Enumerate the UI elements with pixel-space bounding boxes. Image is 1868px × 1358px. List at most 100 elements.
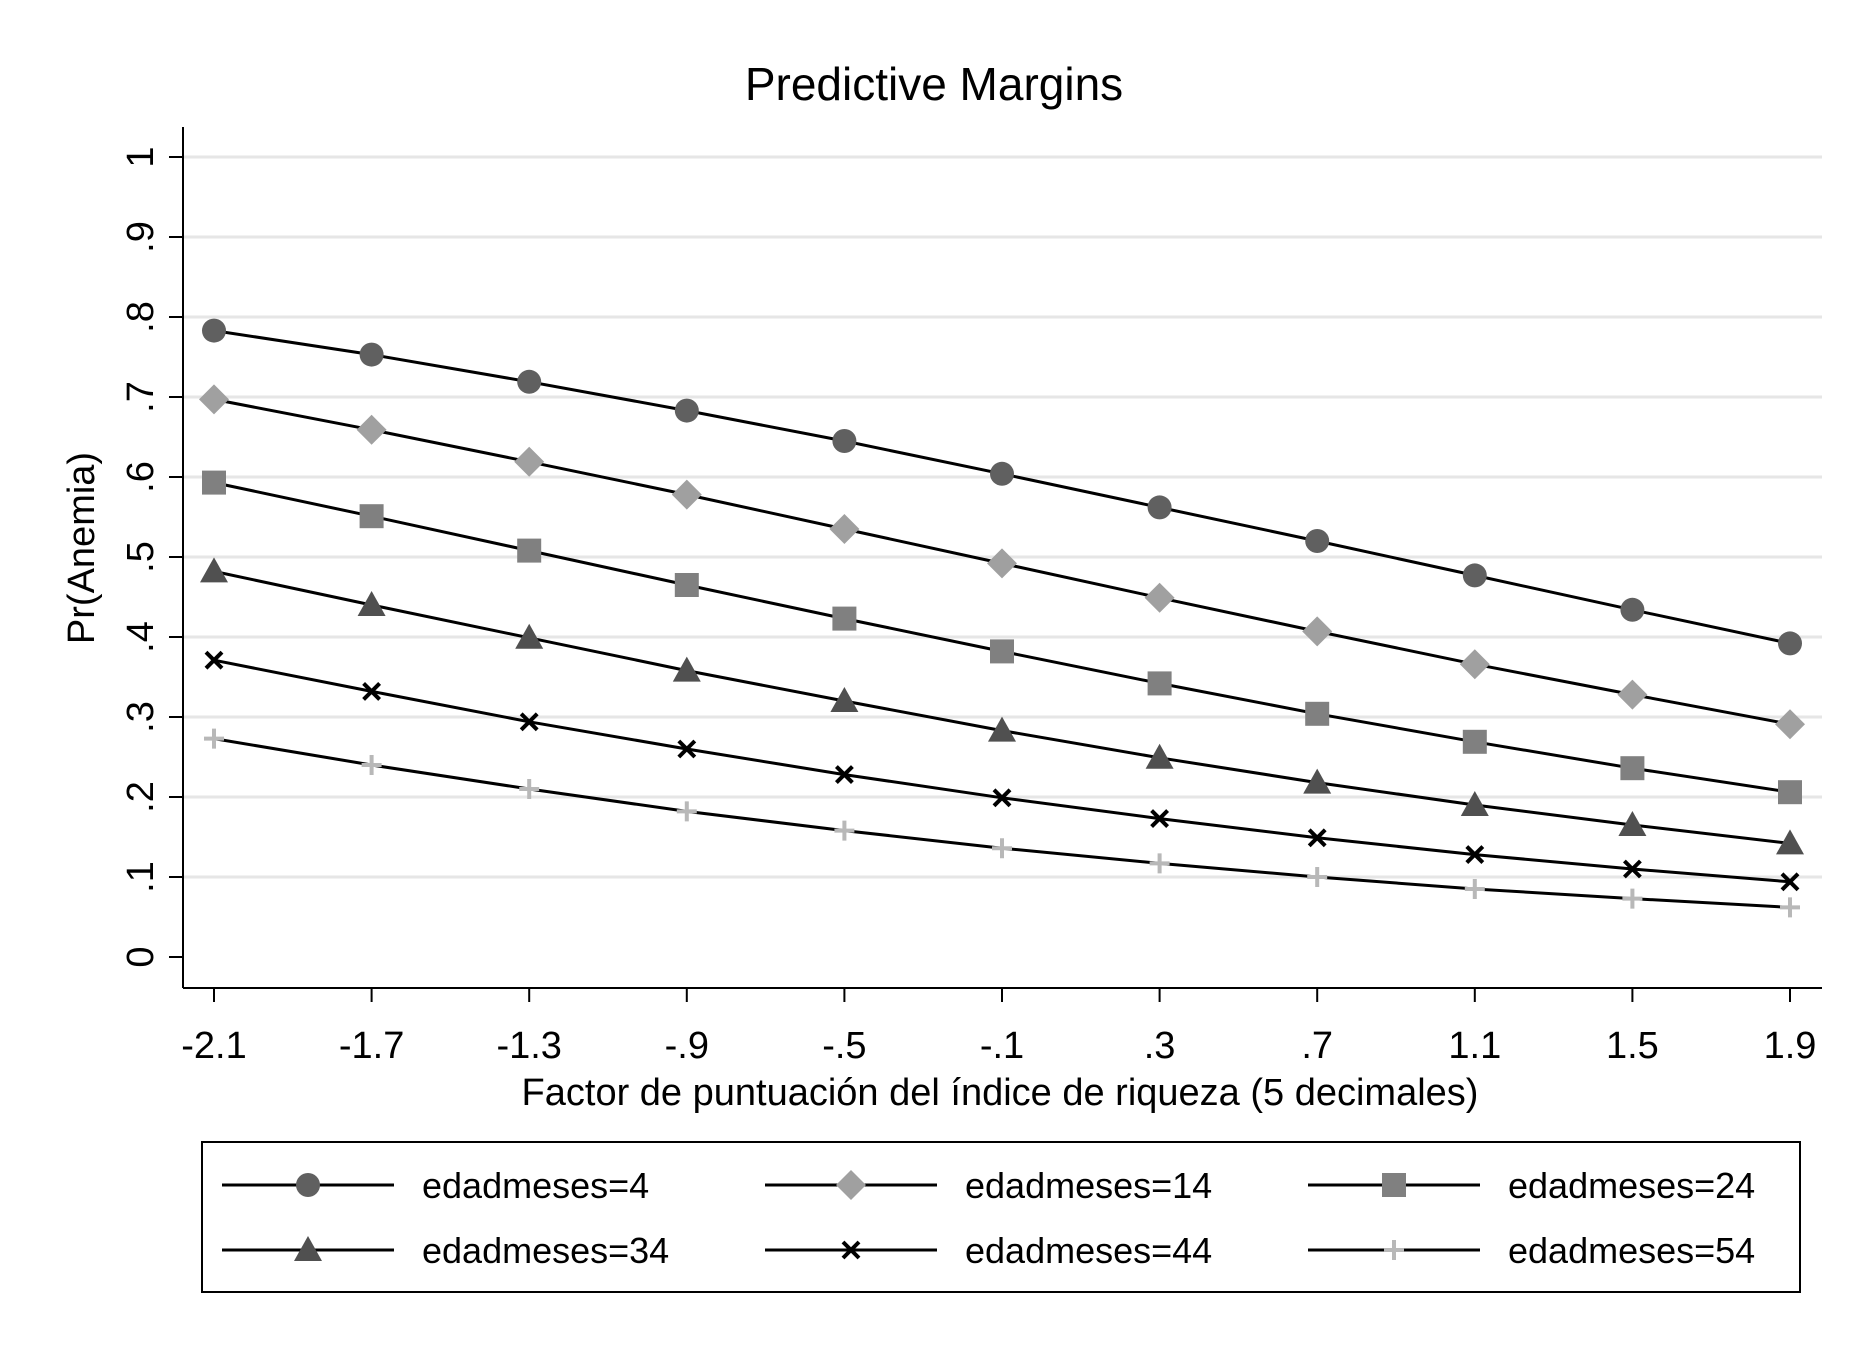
y-tick-label: .7: [120, 381, 162, 413]
data-point: [1147, 671, 1172, 696]
y-tick-label: .3: [120, 701, 162, 733]
data-point: [988, 716, 1016, 742]
y-tick-label: .1: [120, 861, 162, 893]
data-point: [200, 557, 228, 583]
legend-item: edadmeses=14: [765, 1165, 1212, 1206]
x-tick-label: .3: [1144, 1025, 1176, 1067]
data-point: [674, 573, 699, 597]
data-point: [830, 687, 859, 712]
data-point: [671, 479, 702, 510]
legend-marker: [294, 1236, 322, 1261]
legend-marker: [1382, 1173, 1406, 1197]
x-tick-label: -.1: [980, 1025, 1024, 1067]
data-point: [832, 429, 857, 453]
series-5: [204, 650, 1800, 892]
data-point: [1462, 729, 1487, 754]
data-point: [1618, 811, 1647, 836]
data-point: [1622, 859, 1642, 879]
legend-label: edadmeses=34: [422, 1230, 669, 1271]
data-point: [1778, 631, 1802, 656]
data-point: [519, 712, 539, 732]
data-point: [1307, 828, 1327, 848]
x-axis-title: Factor de puntuación del índice de rique…: [522, 1072, 1479, 1114]
data-point: [359, 342, 384, 367]
data-point: [1144, 582, 1175, 613]
data-point: [672, 656, 701, 682]
data-point: [1147, 495, 1172, 520]
legend-marker: [841, 1240, 861, 1260]
legend-label: edadmeses=54: [1508, 1230, 1755, 1271]
legend-label: edadmeses=14: [965, 1165, 1212, 1206]
chart-title: Predictive Margins: [745, 58, 1123, 110]
axes: 0 .1 .2 .3 .4 .5 .6 .7 .8 .9 1 -2.1 -1.7 -1.3 -.9 -.5 -.…: [120, 127, 1822, 1067]
data-point: [1307, 867, 1328, 887]
y-tick-label: 0: [120, 946, 162, 967]
data-point: [1302, 616, 1333, 647]
y-axis-title: Pr(Anemia): [61, 452, 103, 644]
data-point: [1305, 701, 1330, 726]
legend-item: edadmeses=24: [1308, 1165, 1755, 1206]
series-layer: [199, 318, 1805, 918]
data-point: [359, 504, 384, 529]
y-tick-label: .5: [120, 541, 162, 573]
data-point: [1460, 791, 1489, 816]
y-tick-label: .6: [120, 461, 162, 493]
x-tick-label: -2.1: [181, 1025, 246, 1067]
legend-item: edadmeses=44: [765, 1230, 1212, 1271]
data-point: [357, 591, 386, 616]
data-point: [1305, 529, 1330, 553]
data-point: [1776, 829, 1804, 855]
legend-label: edadmeses=4: [422, 1165, 649, 1206]
legend-item: edadmeses=4: [222, 1165, 649, 1206]
data-point: [1465, 845, 1485, 865]
series-6: [204, 728, 1800, 918]
data-point: [677, 739, 697, 759]
data-point: [1303, 768, 1332, 794]
legend-marker: [836, 1170, 866, 1200]
data-point: [1617, 679, 1648, 710]
y-tick-label: .8: [120, 301, 162, 333]
legend: edadmeses=4 edadmeses=14 edadmeses=24 edadm…: [201, 1141, 1801, 1293]
data-point: [519, 779, 540, 799]
data-point: [1464, 879, 1485, 899]
data-point: [1145, 743, 1174, 769]
legend-item: edadmeses=54: [1308, 1230, 1755, 1271]
series-1: [202, 318, 1802, 656]
data-point: [202, 470, 226, 495]
data-point: [517, 369, 542, 394]
data-point: [204, 650, 224, 670]
data-point: [1622, 888, 1643, 909]
data-point: [1620, 597, 1645, 622]
x-tick-label: -1.3: [496, 1025, 561, 1067]
x-tick-label: -.5: [822, 1025, 866, 1067]
data-point: [1149, 853, 1170, 874]
series-2: [199, 384, 1805, 740]
data-point: [1150, 809, 1170, 829]
data-point: [362, 681, 382, 701]
data-point: [361, 755, 382, 775]
legend-item: edadmeses=34: [222, 1230, 669, 1271]
data-point: [514, 446, 545, 477]
data-point: [1620, 756, 1645, 781]
data-point: [1780, 897, 1800, 918]
x-tick-label: -.9: [665, 1025, 709, 1067]
data-point: [990, 461, 1014, 486]
data-point: [1775, 709, 1805, 740]
legend-marker: [296, 1173, 320, 1197]
data-point: [992, 788, 1012, 808]
y-tick-label: .4: [120, 621, 162, 653]
data-point: [1459, 649, 1490, 680]
data-point: [356, 414, 387, 445]
x-tick-label: 1.9: [1764, 1025, 1817, 1067]
y-tick-label: .9: [120, 221, 162, 253]
data-point: [199, 384, 229, 415]
x-tick-label: -1.7: [339, 1025, 404, 1067]
series-4: [200, 557, 1804, 855]
legend-label: edadmeses=44: [965, 1230, 1212, 1271]
legend-marker: [1384, 1240, 1404, 1260]
data-point: [1780, 872, 1800, 892]
y-tick-label: .2: [120, 781, 162, 813]
series-3: [202, 470, 1802, 805]
data-point: [990, 639, 1014, 664]
